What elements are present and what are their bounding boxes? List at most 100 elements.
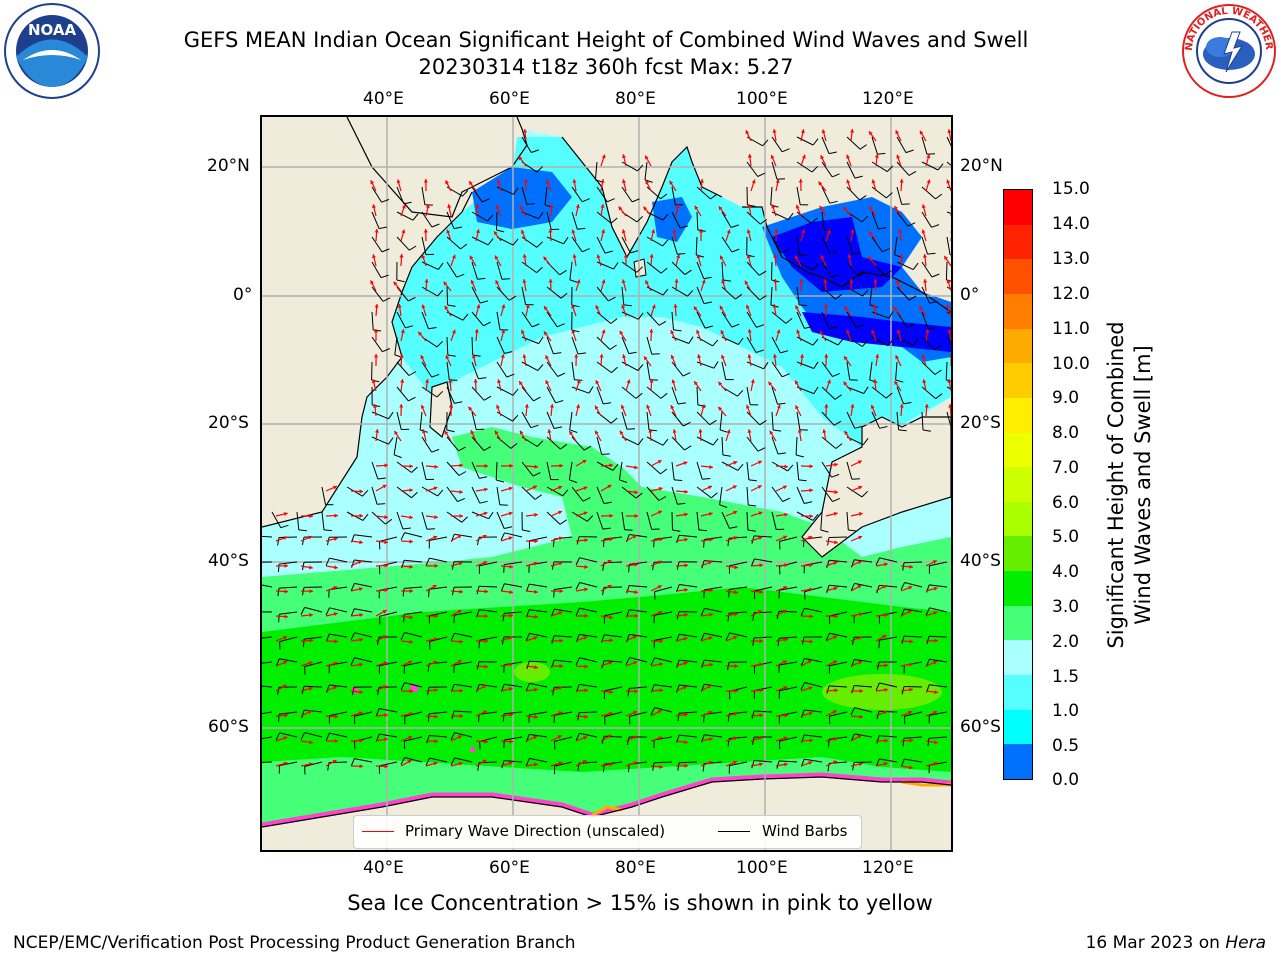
wave-arrow-head bbox=[425, 379, 430, 383]
wind-barb bbox=[896, 186, 903, 205]
wind-barb bbox=[404, 736, 423, 742]
wave-arrow-head bbox=[519, 205, 524, 210]
wind-barb-flag bbox=[651, 353, 660, 355]
wind-barb-flag bbox=[512, 414, 519, 422]
wind-barb-flag bbox=[450, 732, 455, 741]
wind-barb-flag bbox=[624, 529, 633, 531]
wind-barb bbox=[396, 461, 412, 473]
wave-arrow-head bbox=[883, 761, 888, 766]
wind-barb bbox=[821, 311, 830, 329]
wave-arrow-head bbox=[434, 464, 438, 469]
wave-arrow-head bbox=[634, 613, 638, 618]
wind-barb bbox=[821, 161, 833, 178]
wind-barb-flag bbox=[712, 438, 719, 446]
wind-barb bbox=[621, 386, 637, 399]
wave-arrow-head bbox=[634, 590, 638, 595]
wave-arrow-head bbox=[896, 279, 900, 284]
wind-barb-flag bbox=[587, 515, 594, 522]
wave-arrow-head bbox=[933, 761, 938, 766]
wind-barb-flag bbox=[554, 426, 563, 429]
wind-barb-flag bbox=[674, 479, 683, 481]
wind-barb-flag bbox=[450, 632, 455, 641]
footer-branch: NCEP/EMC/Verification Post Processing Pr… bbox=[13, 933, 576, 953]
wind-barb bbox=[504, 711, 523, 715]
wave-arrow-head bbox=[434, 714, 438, 719]
wave-arrow-head bbox=[846, 179, 851, 184]
wind-barb bbox=[804, 758, 823, 763]
wind-barb-flag bbox=[522, 529, 531, 532]
wind-barb-flag bbox=[451, 710, 455, 720]
wave-arrow-head bbox=[482, 535, 487, 539]
wave-arrow-head bbox=[595, 430, 599, 435]
wave-arrow-head bbox=[759, 713, 763, 718]
wind-barb bbox=[262, 761, 273, 763]
wave-arrow-head bbox=[494, 255, 499, 260]
wave-arrow-head bbox=[857, 560, 862, 565]
wind-barb bbox=[479, 636, 498, 641]
bottom-tick-100e: 100°E bbox=[736, 858, 788, 878]
wind-barb-flag bbox=[780, 249, 789, 254]
wind-barb bbox=[671, 461, 675, 480]
wave-arrow-head bbox=[925, 329, 930, 333]
wind-barb-flag bbox=[625, 657, 631, 665]
wind-barb-flag bbox=[777, 638, 780, 647]
wave-arrow-head bbox=[676, 254, 681, 259]
wave-arrow-head bbox=[950, 230, 951, 233]
wave-arrow-head bbox=[772, 129, 777, 133]
wind-barb bbox=[396, 211, 414, 221]
wind-barb-flag bbox=[882, 248, 890, 253]
wind-barb-flag bbox=[826, 560, 830, 568]
wind-barb bbox=[278, 536, 298, 538]
wind-barb bbox=[554, 761, 573, 767]
wind-barb bbox=[529, 632, 548, 638]
wave-arrow-head bbox=[809, 639, 813, 644]
wind-barb bbox=[529, 609, 548, 613]
wave-arrow-head bbox=[484, 614, 488, 619]
wind-barb bbox=[921, 361, 936, 375]
wind-barb-flag bbox=[427, 713, 430, 722]
wind-barb-flag bbox=[799, 254, 808, 256]
wind-barb bbox=[554, 608, 573, 613]
wind-barb-flag bbox=[628, 351, 637, 355]
wave-arrow-head bbox=[534, 512, 538, 517]
wind-barb bbox=[396, 361, 410, 376]
wind-barb bbox=[371, 311, 374, 331]
wind-barb bbox=[704, 607, 723, 613]
wind-barb-flag bbox=[400, 682, 405, 691]
wave-arrow-head bbox=[857, 735, 862, 739]
wave-arrow-head bbox=[471, 354, 476, 359]
wind-barb-flag bbox=[458, 446, 466, 452]
wind-barb bbox=[746, 286, 760, 301]
colorbar-tick: 9.0 bbox=[1052, 388, 1080, 408]
wave-arrow-head bbox=[782, 485, 787, 490]
wind-barb bbox=[429, 711, 448, 715]
wave-arrow-head bbox=[884, 738, 888, 743]
wind-barb bbox=[878, 710, 898, 713]
colorbar-tick: 0.5 bbox=[1052, 736, 1080, 756]
wave-arrow-head bbox=[421, 304, 426, 309]
wind-barb-flag bbox=[426, 528, 435, 530]
colorbar-tick: 3.0 bbox=[1052, 597, 1080, 617]
wave-arrow-head bbox=[445, 355, 450, 360]
wave-arrow-head bbox=[359, 489, 363, 494]
wind-barb-flag bbox=[411, 491, 418, 499]
wind-barb-flag bbox=[672, 529, 681, 532]
wind-barb bbox=[829, 611, 848, 617]
wave-arrow-head bbox=[459, 688, 463, 693]
wave-arrow-head bbox=[500, 354, 505, 358]
wind-barb bbox=[521, 486, 536, 500]
wind-barb-flag bbox=[828, 326, 838, 330]
wave-arrow-head bbox=[719, 305, 724, 310]
wave-arrow-head bbox=[871, 179, 876, 184]
wave-arrow-head bbox=[772, 304, 777, 308]
wind-barb bbox=[571, 186, 583, 203]
wind-barb bbox=[279, 711, 298, 715]
wind-barb bbox=[521, 411, 532, 428]
wind-barb-flag bbox=[575, 557, 580, 566]
wind-barb-flag bbox=[409, 245, 417, 251]
wave-arrow-head bbox=[899, 179, 904, 183]
wave-arrow-head bbox=[383, 661, 388, 666]
map-title: GEFS MEAN Indian Ocean Significant Heigh… bbox=[183, 28, 1029, 52]
wave-arrow-head bbox=[933, 660, 938, 665]
wind-barb-flag bbox=[478, 377, 487, 380]
